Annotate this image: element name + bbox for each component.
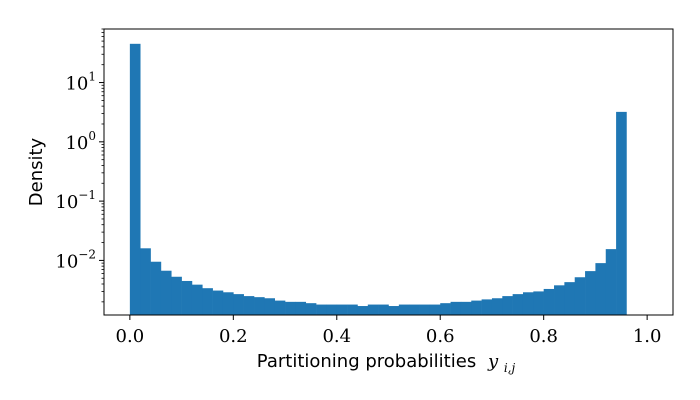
histogram-bar (150, 261, 162, 315)
histogram-bar (460, 301, 472, 315)
histogram-bar (326, 304, 338, 315)
histogram-bar (243, 296, 255, 315)
histogram-bar (264, 298, 275, 315)
histogram-bar (378, 304, 389, 315)
histogram-bar (398, 304, 410, 315)
histogram-bar (564, 282, 576, 315)
x-axis-ticks: 0.0 0.2 0.4 0.6 0.8 1.0 (116, 315, 662, 347)
histogram-bar (222, 292, 234, 315)
histogram-bars (129, 43, 627, 316)
histogram-bar (512, 294, 524, 315)
histogram-bar (502, 296, 513, 315)
y-axis-label: Density (26, 137, 47, 206)
x-tick-label: 0.6 (426, 326, 455, 347)
x-tick-label: 1.0 (633, 326, 662, 347)
histogram-bar (171, 276, 182, 315)
histogram-bar (202, 288, 213, 315)
histogram-bar (295, 301, 307, 315)
histogram-bar (585, 271, 596, 315)
y-tick-label: 10−2 (55, 247, 96, 272)
histogram-bar (419, 304, 431, 315)
x-tick-label: 0.2 (219, 326, 248, 347)
histogram-bar (347, 304, 358, 315)
histogram-bar (574, 277, 586, 315)
histogram-bar (336, 304, 348, 315)
histogram-bar (191, 284, 203, 315)
x-tick-label: 0.0 (116, 326, 145, 347)
y-axis-minor-ticks (101, 28, 104, 303)
y-tick-label: 100 (65, 129, 96, 154)
histogram-bar (181, 280, 193, 315)
x-tick-label: 0.8 (529, 326, 558, 347)
histogram-bar (233, 294, 244, 315)
histogram-bar (481, 299, 493, 315)
histogram-bar (491, 298, 503, 315)
histogram-bar (522, 292, 534, 315)
histogram-bar (429, 304, 441, 315)
x-axis-label-text: Partitioning probabilities (257, 351, 476, 372)
histogram-bar (357, 306, 369, 315)
histogram-bar (450, 301, 462, 315)
histogram-bar (367, 304, 379, 315)
histogram-bar (595, 263, 607, 315)
histogram-bar (554, 285, 565, 315)
y-tick-label: 10−1 (55, 188, 96, 213)
histogram-bar (254, 297, 265, 315)
histogram-bar (440, 303, 451, 315)
histogram-bar (140, 248, 151, 315)
histogram-bar (285, 301, 296, 315)
histogram-bar (616, 111, 627, 315)
histogram-bar (388, 306, 400, 315)
histogram-bar (129, 43, 141, 316)
x-axis-label: Partitioning probabilities y i,j (257, 351, 516, 375)
plot-area-frame (103, 28, 674, 316)
histogram-bar (274, 300, 286, 315)
histogram-bar (316, 304, 327, 315)
y-axis-ticks: 101 100 10−1 10−2 (55, 70, 104, 272)
histogram-bar (471, 300, 482, 315)
histogram-bar (409, 304, 420, 315)
histogram-bar (533, 291, 544, 315)
histogram-bar (305, 303, 317, 315)
histogram-bar (212, 290, 224, 315)
histogram-bar (543, 288, 555, 315)
histogram-bar (605, 249, 617, 315)
x-tick-label: 0.4 (322, 326, 351, 347)
y-tick-label: 101 (65, 70, 96, 95)
histogram-bar (160, 270, 172, 315)
x-axis-label-math-base: y (487, 351, 499, 372)
x-axis-label-math-sub: i,j (504, 361, 516, 375)
